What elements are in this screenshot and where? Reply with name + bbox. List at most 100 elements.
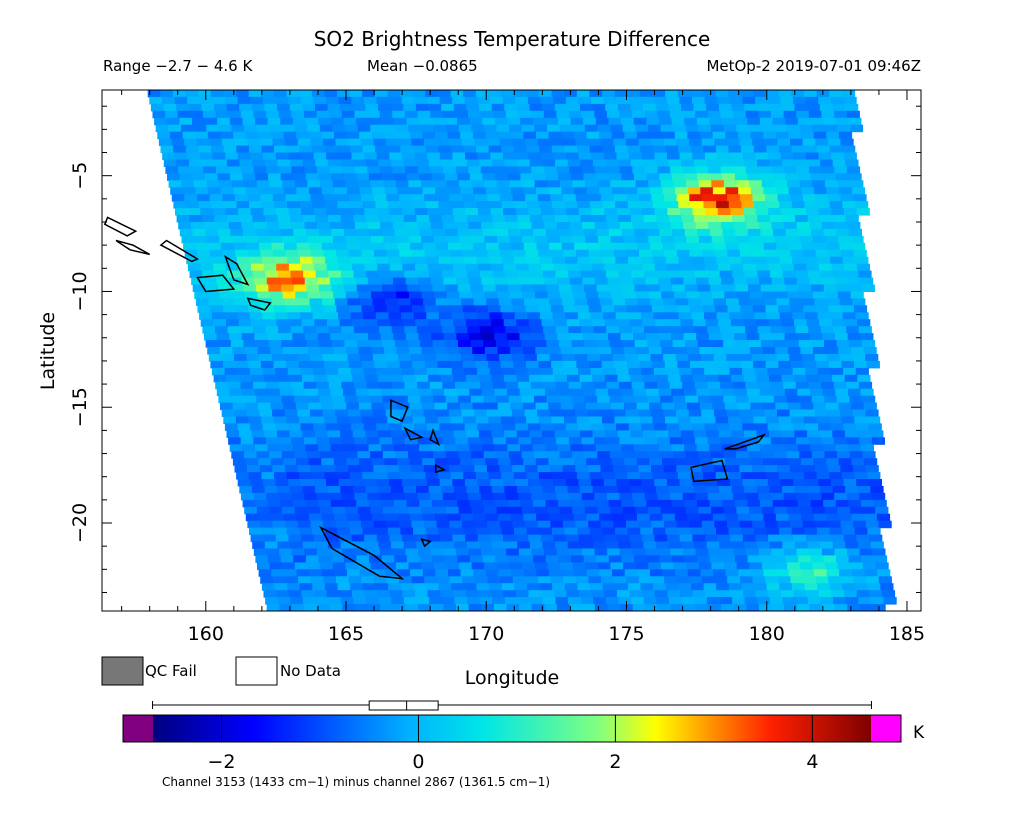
heatmap-cell <box>317 604 331 611</box>
heatmap-cell <box>805 423 819 431</box>
heatmap-cell <box>562 520 577 529</box>
colorbar-gradient <box>153 715 871 742</box>
heatmap-cell <box>494 277 508 286</box>
heatmap-cell <box>597 395 611 404</box>
heatmap-cell <box>319 124 333 133</box>
heatmap-cell <box>701 520 715 529</box>
heatmap-cell <box>719 541 733 549</box>
heatmap-cell <box>443 604 457 611</box>
heatmap-cell <box>372 242 386 251</box>
heatmap-cell <box>551 527 566 536</box>
heatmap-cell <box>449 249 463 258</box>
heatmap-cell <box>599 131 613 140</box>
heatmap-cell <box>488 201 503 209</box>
heatmap-cell <box>537 138 551 147</box>
heatmap-cell <box>291 166 305 174</box>
heatmap-cell <box>450 472 464 480</box>
heatmap-cell <box>461 465 475 473</box>
heatmap-cell <box>643 103 657 112</box>
heatmap-cell <box>760 173 774 181</box>
heatmap-cell <box>449 194 463 202</box>
heatmap-cell <box>629 479 643 487</box>
heatmap-cell <box>368 499 382 508</box>
heatmap-cell <box>332 235 347 244</box>
heatmap-cell <box>259 409 273 417</box>
heatmap-cell <box>297 354 311 362</box>
heatmap-cell <box>690 360 704 369</box>
heatmap-cell <box>681 103 695 112</box>
heatmap-cell <box>267 117 281 126</box>
heatmap-cell <box>348 249 362 258</box>
heatmap-cell <box>819 103 833 112</box>
heatmap-cell <box>757 159 771 167</box>
heatmap-cell <box>689 249 703 258</box>
heatmap-cell <box>601 249 615 258</box>
heatmap-cell <box>469 333 483 341</box>
heatmap-cell <box>700 569 714 577</box>
heatmap-cell <box>447 347 461 355</box>
heatmap-cell <box>253 548 267 556</box>
heatmap-cell <box>266 277 280 286</box>
heatmap-cell <box>433 180 447 188</box>
heatmap-cell <box>256 340 270 348</box>
heatmap-cell <box>528 479 542 487</box>
heatmap-cell <box>580 486 594 494</box>
heatmap-cell <box>584 340 598 348</box>
heatmap-cell <box>481 388 496 397</box>
heatmap-cell <box>688 298 702 306</box>
heatmap-cell <box>649 187 663 195</box>
heatmap-cell <box>401 479 415 487</box>
heatmap-cell <box>605 541 619 549</box>
heatmap-cell <box>685 395 699 404</box>
heatmap-cell <box>260 520 274 529</box>
heatmap-cell <box>210 360 224 369</box>
heatmap-cell <box>267 444 281 452</box>
heatmap-cell <box>406 117 420 126</box>
heatmap-cell <box>530 597 544 605</box>
heatmap-cell <box>806 263 820 272</box>
colorbar-distribution-box <box>152 700 872 711</box>
heatmap-cell <box>509 124 523 133</box>
heatmap-cell <box>810 444 824 452</box>
heatmap-cell <box>756 103 770 112</box>
heatmap-cell <box>826 513 840 522</box>
heatmap-cell <box>229 333 243 341</box>
heatmap-cell <box>229 388 243 397</box>
heatmap-cell <box>693 486 707 494</box>
heatmap-cell <box>378 159 392 167</box>
heatmap-cell <box>446 180 460 188</box>
heatmap-cell <box>655 374 669 383</box>
heatmap-cell <box>481 277 495 286</box>
heatmap-cell <box>813 513 827 522</box>
heatmap-cell <box>701 409 715 417</box>
heatmap-cell <box>480 381 494 390</box>
heatmap-cell <box>474 576 488 584</box>
heatmap-cell <box>808 437 822 445</box>
heatmap-cell <box>395 124 409 133</box>
heatmap-cell <box>378 103 392 112</box>
heatmap-cell <box>828 360 843 369</box>
heatmap-cell <box>442 381 456 390</box>
heatmap-cell <box>217 117 231 126</box>
heatmap-cell <box>439 367 453 376</box>
heatmap-cell <box>687 131 701 140</box>
heatmap-cell <box>349 90 363 98</box>
heatmap-cell <box>358 347 372 355</box>
heatmap-cell <box>340 103 354 112</box>
heatmap-cell <box>783 110 797 119</box>
heatmap-cell <box>815 520 829 529</box>
heatmap-cell <box>848 555 862 563</box>
heatmap-cell <box>545 444 559 452</box>
heatmap-cell <box>237 312 251 320</box>
heatmap-cell <box>775 513 790 522</box>
heatmap-cell <box>669 437 683 445</box>
heatmap-cell <box>801 242 815 251</box>
heatmap-cell <box>733 110 747 119</box>
heatmap-cell <box>758 222 772 230</box>
heatmap-cell <box>527 367 541 376</box>
heatmap-cell <box>697 340 711 348</box>
heatmap-cell <box>439 479 453 487</box>
heatmap-cell <box>517 597 531 605</box>
heatmap-cell <box>857 374 871 383</box>
heatmap-cell <box>304 492 318 501</box>
